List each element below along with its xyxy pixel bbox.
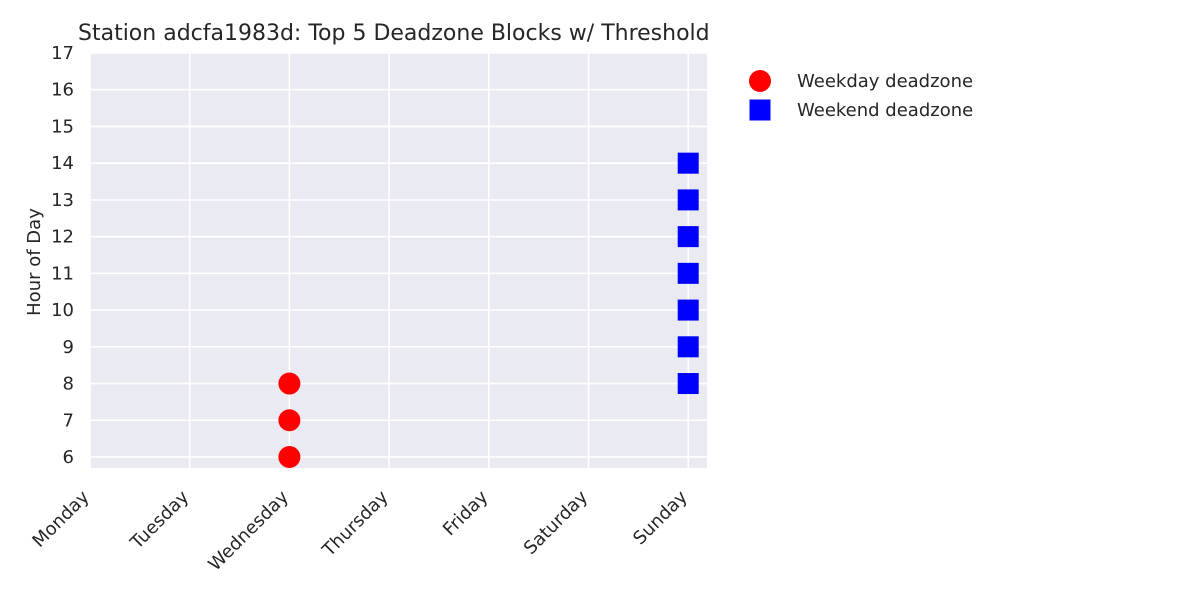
weekday-deadzone-point	[278, 409, 301, 432]
x-tick-label: Saturday	[520, 486, 592, 558]
weekday-deadzone-point	[278, 372, 301, 395]
y-tick-label: 12	[51, 227, 74, 248]
y-tick-label: 8	[63, 374, 74, 395]
y-tick-label: 13	[51, 190, 74, 211]
y-tick-label: 15	[51, 116, 74, 137]
x-tick-labels: Monday Tuesday Wednesday Thursday Friday Satu…	[28, 486, 692, 575]
y-tick-label: 17	[51, 43, 74, 64]
x-tick-label: Wednesday	[204, 486, 293, 575]
y-tick-label: 9	[63, 337, 74, 358]
y-tick-label: 11	[51, 263, 74, 284]
data-points	[278, 152, 699, 468]
y-tick-label: 14	[51, 153, 74, 174]
y-axis-label: Hour of Day	[24, 208, 45, 316]
x-tick-label: Sunday	[629, 486, 692, 549]
legend-marker-weekend	[749, 99, 771, 121]
y-tick-labels: 6 7 8 9 10 11 12 13 14 15 16 17	[51, 43, 74, 468]
x-tick-label: Friday	[439, 486, 493, 540]
plot-area	[90, 53, 707, 468]
legend: Weekday deadzone Weekend deadzone	[749, 70, 973, 121]
x-tick-label: Monday	[28, 486, 93, 551]
y-tick-label: 16	[51, 80, 74, 101]
y-tick-label: 10	[51, 300, 74, 321]
weekend-deadzone-point	[677, 189, 699, 211]
y-tick-label: 7	[63, 410, 74, 431]
weekend-deadzone-point	[677, 262, 699, 284]
legend-label: Weekend deadzone	[797, 100, 973, 121]
chart-title: Station adcfa1983d: Top 5 Deadzone Block…	[78, 21, 710, 46]
y-tick-label: 6	[63, 447, 74, 468]
legend-marker-weekday	[749, 70, 771, 92]
weekend-deadzone-point	[677, 226, 699, 248]
weekend-deadzone-point	[677, 336, 699, 358]
x-tick-label: Tuesday	[126, 486, 194, 554]
weekday-deadzone-point	[278, 445, 301, 468]
weekend-deadzone-point	[677, 373, 699, 395]
weekend-deadzone-point	[677, 299, 699, 321]
grid-lines	[89, 52, 707, 468]
weekend-deadzone-point	[677, 152, 699, 174]
x-tick-label: Thursday	[318, 486, 393, 561]
legend-label: Weekday deadzone	[797, 71, 973, 92]
